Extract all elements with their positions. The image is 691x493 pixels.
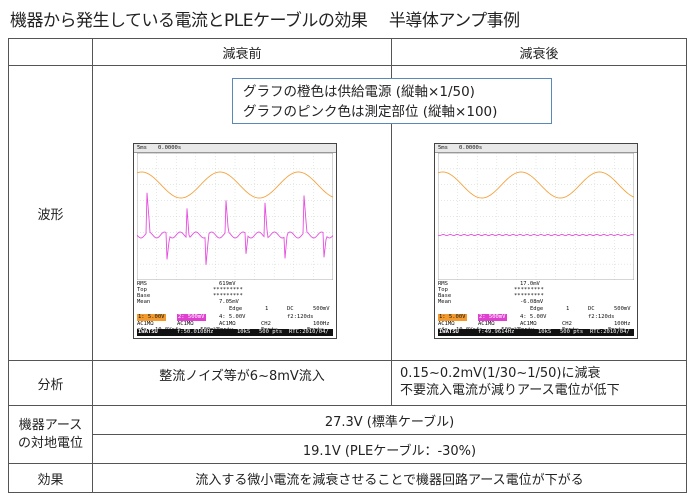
info-1d: CH2	[562, 321, 572, 327]
earth-standard-value: 27.3V (標準ケーブル)	[92, 405, 687, 435]
scope-timebase: 5ms	[137, 145, 147, 151]
scope-rtc: RTC:2010/04/	[590, 329, 630, 335]
scope-status-bar: IWATSU f:50.0108Hz 10kS 500 pts RTC:2010…	[137, 329, 333, 336]
meas-rms-label: RMS	[137, 281, 147, 287]
supply-waveform	[438, 171, 634, 199]
earth-row-ple: 19.1V (PLEケーブル：-30%)	[9, 434, 687, 464]
corner-cell	[8, 38, 93, 66]
ch1-label: 1: 5.00V	[438, 314, 467, 321]
scope-channels: 1: 5.00V 2: 500mV 4: 5.00V f2:120ds	[438, 314, 634, 321]
scope-topbar: 5ms 0.0000s	[134, 144, 336, 153]
trig-level: 500mV	[313, 306, 330, 312]
analysis-after-line2: 不要流入電流が減りアース電位が低下	[400, 383, 620, 398]
analysis-label: 分析	[8, 360, 93, 406]
meas-mean-label: Mean	[137, 299, 151, 305]
scope-channels: 1: 5.00V 2: 500mV 4: 5.00V f2:120ds	[137, 314, 333, 321]
scope-measurements: RMS Top Base Mean 17.0mV ********* *****…	[438, 281, 634, 307]
earth-row-standard: 機器アース の対地電位 27.3V (標準ケーブル)	[8, 405, 687, 464]
f-label: f2:120ds	[588, 314, 615, 320]
oscilloscope-before: 5ms 0.0000s RMS Top Base Mean 619mV ****…	[133, 143, 337, 339]
scope-grid	[438, 153, 634, 280]
brand-logo: IWATSU	[138, 329, 158, 335]
trig-ch: 1	[265, 306, 269, 312]
trig-coupling: DC	[588, 306, 595, 312]
header-row: 減衰前 減衰後	[8, 38, 687, 66]
scope-timebase: 5ms	[438, 145, 448, 151]
info-1a: AC1MΩ	[137, 321, 154, 327]
meas-mean-label: Mean	[438, 299, 452, 305]
meas-top-label: Top	[438, 287, 448, 293]
analysis-after: 0.15~0.2mV(1/30~1/50)に減衰 不要流入電流が減りアース電位が…	[391, 360, 687, 406]
scope-measurements: RMS Top Base Mean 619mV ********* ******…	[137, 281, 333, 307]
scope-topbar: 5ms 0.0000s	[435, 144, 637, 153]
meas-top-value: *********	[213, 287, 243, 293]
scope-offset: 0.0000s	[158, 145, 182, 151]
analysis-after-line1: 0.15~0.2mV(1/30~1/50)に減衰	[400, 366, 601, 381]
trig-level: 500mV	[614, 306, 631, 312]
meas-base-value: *********	[514, 293, 544, 299]
trig-mode: Edge	[229, 306, 243, 312]
scope-freq: f:49.9614Hz	[478, 329, 515, 335]
ch2-label: 2: 500mV	[177, 314, 206, 321]
info-1b: AC1MΩ	[478, 321, 495, 327]
meas-mean-value: -6.08mV	[520, 299, 544, 305]
meas-base-label: Base	[438, 293, 452, 299]
ch1-label: 1: 5.00V	[137, 314, 166, 321]
legend-note: グラフの橙色は供給電源 (縦軸×1/50) グラフのピンク色は測定部位 (縦軸×…	[232, 78, 552, 124]
ch4-label: 4: 5.00V	[520, 314, 547, 320]
info-1b: AC1MΩ	[177, 321, 194, 327]
scope-rtc: RTC:2010/04/	[289, 329, 329, 335]
header-after: 減衰後	[391, 38, 687, 66]
meas-rms-value: 17.0mV	[520, 281, 540, 287]
analysis-row: 分析 整流ノイズ等が6~8mV流入 0.15~0.2mV(1/30~1/50)に…	[8, 360, 687, 406]
page-title: 機器から発生している電流とPLEケーブルの効果 半導体アンプ事例	[10, 11, 520, 31]
effect-value: 流入する微小電流を減衰させることで機器回路アース電位が下がる	[92, 463, 687, 493]
meas-rms-value: 619mV	[219, 281, 236, 287]
measured-waveform	[137, 192, 333, 265]
meas-top-label: Top	[137, 287, 147, 293]
meas-base-value: *********	[213, 293, 243, 299]
trig-coupling: DC	[287, 306, 294, 312]
meas-base-label: Base	[137, 293, 151, 299]
scope-grid	[137, 153, 333, 280]
info-1e: 100Hz	[614, 321, 631, 327]
scope-samples: 10kS	[237, 329, 251, 335]
info-1a: AC1MΩ	[438, 321, 455, 327]
brand-logo: IWATSU	[439, 329, 459, 335]
scope-offset: 0.0000s	[459, 145, 483, 151]
scope-samples: 10kS	[538, 329, 552, 335]
scope-pts: 500 pts	[560, 329, 584, 335]
waveform-label: 波形	[8, 65, 93, 361]
earth-label: 機器アース の対地電位	[8, 405, 93, 464]
meas-mean-value: 7.05mV	[219, 299, 239, 305]
info-1d: CH2	[261, 321, 271, 327]
trig-mode: Edge	[530, 306, 544, 312]
earth-label-line1: 機器アース	[18, 417, 83, 433]
info-1c: AC1MΩ	[520, 321, 537, 327]
header-before: 減衰前	[92, 38, 392, 66]
trig-ch: 1	[566, 306, 570, 312]
scope-pts: 500 pts	[259, 329, 283, 335]
effect-label: 効果	[8, 463, 93, 493]
scope-trigger: Edge 1 DC 500mV	[438, 306, 634, 313]
supply-waveform	[137, 171, 333, 199]
measured-waveform	[438, 233, 634, 237]
earth-label-line2: の対地電位	[17, 435, 83, 451]
scope-freq: f:50.0108Hz	[177, 329, 214, 335]
ch2-label: 2: 500mV	[478, 314, 507, 321]
meas-top-value: *********	[514, 287, 544, 293]
legend-note-line1: グラフの橙色は供給電源 (縦軸×1/50)	[243, 84, 475, 100]
scope-status-bar: IWATSU f:49.9614Hz 10kS 500 pts RTC:2010…	[438, 329, 634, 336]
meas-rms-label: RMS	[438, 281, 448, 287]
info-1e: 100Hz	[313, 321, 330, 327]
f-label: f2:120ds	[287, 314, 314, 320]
info-1c: AC1MΩ	[219, 321, 236, 327]
analysis-before: 整流ノイズ等が6~8mV流入	[92, 360, 392, 406]
ch4-label: 4: 5.00V	[219, 314, 246, 320]
oscilloscope-after: 5ms 0.0000s RMS Top Base Mean 17.0mV ***…	[434, 143, 638, 339]
legend-note-line2: グラフのピンク色は測定部位 (縦軸×100)	[243, 104, 498, 120]
effect-row: 効果 流入する微小電流を減衰させることで機器回路アース電位が下がる	[8, 463, 687, 493]
scope-trigger: Edge 1 DC 500mV	[137, 306, 333, 313]
earth-ple-value: 19.1V (PLEケーブル：-30%)	[92, 434, 687, 464]
